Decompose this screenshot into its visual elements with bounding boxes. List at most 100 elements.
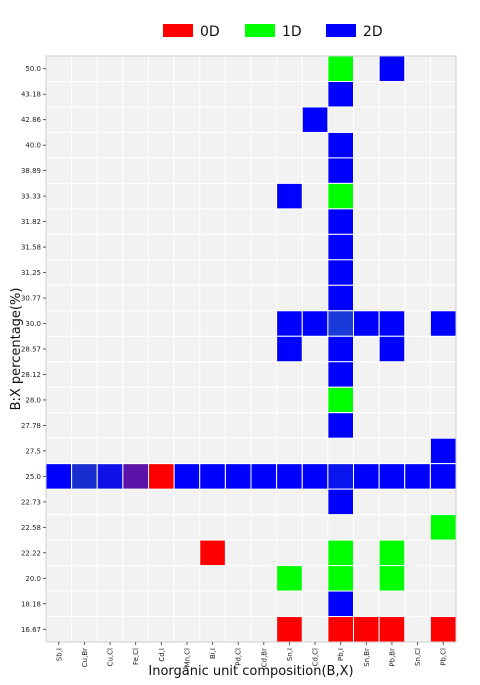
y-tick-labels: 50.0 43.18 42.86 40.0 38.89 33.33 31.82 31.58 31…: [21, 65, 46, 634]
y-tick-label: 31.25: [21, 269, 41, 277]
y-axis-label: B:X percentage(%): [9, 288, 24, 411]
heatmap-cell-pb-i-33-33: [327, 182, 354, 210]
x-tick-label: Cd,Br: [260, 648, 268, 667]
legend-swatch-2d: [326, 24, 356, 37]
legend: 0D 1D 2D: [163, 24, 383, 40]
heatmap-cell-pb-cl-30-0: [429, 310, 457, 337]
x-tick-label: Pb,Br: [388, 648, 396, 667]
x-tick-label: Pb,Cl: [440, 648, 448, 666]
heatmap-cell-pb-i-43-18: [327, 80, 354, 108]
x-tick-label: Mn,Cl: [183, 648, 191, 668]
heatmap-cell-pb-i-38-89: [327, 157, 354, 184]
heatmap-cell-pb-i-30-77: [327, 284, 354, 312]
heatmap-cell-pb-br-28-57: [378, 335, 406, 363]
heatmap-cell-sn-cl-25-0: [404, 463, 431, 490]
heatmap-cell-pb-i-40-0: [327, 131, 354, 159]
x-tick-label: Sn,I: [286, 648, 294, 661]
heatmap-cell-pb-cl-22-58: [429, 514, 457, 541]
heatmap-cell-cd-cl-42-86: [301, 106, 329, 133]
heatmap-cell-pb-i-16-67: [327, 616, 354, 643]
heatmap-cell-pb-br-25-0: [378, 463, 406, 490]
x-tick-labels: Sb,I Cu,Br Cu,Cl Fe,Cl Cd,I Mn,Cl Bi,I Pd,Cl Cd,…: [55, 642, 448, 668]
heatmap-cell-cd-br-25-0: [250, 463, 278, 490]
y-tick-label: 22.58: [21, 524, 41, 532]
heatmap-cell-cu-br-25-0: [71, 463, 98, 490]
x-tick-label: Sn,Cl: [414, 648, 422, 666]
y-tick-label: 28.57: [21, 346, 41, 354]
legend-label-1d: 1D: [282, 24, 302, 40]
heatmap-cell-pb-i-20-0: [327, 565, 354, 592]
heatmap-cell-pb-i-28-12: [327, 361, 354, 388]
y-tick-label: 31.58: [21, 244, 41, 252]
heatmap-cell-pb-br-30-0: [378, 310, 406, 337]
heatmap-cell-sn-br-30-0: [353, 310, 380, 337]
heatmap-cell-pb-i-27-78: [327, 412, 354, 439]
heatmap-cell-pb-i-28-57: [327, 335, 354, 363]
heatmap-cell-pb-br-20-0: [378, 565, 406, 592]
heatmap-cell-bi-i-22-22: [199, 539, 226, 567]
y-tick-label: 18.18: [21, 600, 41, 608]
x-tick-label: Cd,I: [158, 648, 166, 662]
heatmap-cell-mn-cl-25-0: [173, 463, 201, 490]
y-tick-label: 40.0: [25, 142, 41, 150]
heatmap-cell-pb-i-28-0: [327, 386, 354, 414]
heatmap-cell-fe-cl-25-0: [122, 463, 149, 490]
heatmap-cell-pb-cl-16-67: [429, 616, 457, 643]
x-tick-label: Pb,I: [337, 648, 345, 661]
y-tick-label: 50.0: [25, 65, 41, 73]
legend-label-0d: 0D: [200, 24, 220, 40]
heatmap-cell-sn-i-16-67: [276, 616, 303, 643]
heatmap-cell-pb-br-22-22: [378, 539, 406, 567]
heatmap-cell-sn-i-30-0: [276, 310, 303, 337]
heatmap-cell-pb-cl-27-5: [429, 437, 457, 465]
x-tick-label: Cd,Cl: [312, 648, 320, 666]
heatmap-cell-pb-i-50-0: [327, 55, 354, 82]
heatmap-cell-sn-br-25-0: [353, 463, 380, 490]
heatmap-cell-sb-i-25-0: [45, 463, 73, 490]
heatmap-cell-sn-br-16-67: [353, 616, 380, 643]
heatmap-cell-pb-i-22-73: [327, 488, 354, 516]
legend-swatch-1d: [245, 24, 275, 37]
heatmap-cell-pb-i-30-0: [327, 310, 354, 337]
x-tick-label: Fe,Cl: [132, 648, 140, 665]
y-tick-label: 20.0: [25, 575, 41, 583]
x-axis-label: Inorganic unit composition(B,X): [148, 664, 353, 679]
x-tick-label: Cu,Br: [81, 648, 89, 667]
heatmap-cell-sn-i-33-33: [276, 182, 303, 210]
x-tick-label: Cu,Cl: [107, 648, 115, 666]
y-tick-label: 43.18: [21, 91, 41, 99]
heatmap-cell-cd-cl-30-0: [301, 310, 329, 337]
y-tick-label: 22.73: [21, 498, 41, 506]
heatmap-cell-pd-cl-25-0: [224, 463, 252, 490]
heatmap-cell-sn-i-20-0: [276, 565, 303, 592]
x-tick-label: Pd,Cl: [235, 648, 243, 666]
y-tick-label: 38.89: [21, 167, 41, 175]
y-tick-label: 28.0: [25, 396, 41, 404]
y-tick-label: 27.5: [25, 447, 41, 455]
y-tick-label: 42.86: [21, 116, 42, 124]
heatmap-cell-pb-i-25-0: [327, 463, 354, 490]
heatmap-cell-pb-i-31-25: [327, 259, 354, 286]
heatmap-cell-cu-cl-25-0: [96, 463, 124, 490]
y-tick-label: 27.78: [21, 422, 41, 430]
heatmap-cell-pb-i-31-82: [327, 208, 354, 235]
x-tick-label: Sn,Br: [363, 648, 371, 667]
heatmap-cell-pb-cl-25-0: [429, 463, 457, 490]
heatmap-cell-sn-i-25-0: [276, 463, 303, 490]
y-tick-label: 31.82: [21, 218, 41, 226]
y-tick-label: 30.0: [25, 320, 41, 328]
heatmap-cell-pb-i-22-22: [327, 539, 354, 567]
heatmap-cell-sn-i-28-57: [276, 335, 303, 363]
x-tick-label: Bi,I: [209, 648, 217, 659]
legend-label-2d: 2D: [363, 24, 383, 40]
heatmap-cell-pb-br-16-67: [378, 616, 406, 643]
heatmap-cell-cd-i-25-0: [148, 463, 175, 490]
heatmap-cell-cd-cl-25-0: [301, 463, 329, 490]
y-tick-label: 33.33: [21, 193, 41, 201]
y-tick-label: 28.12: [21, 371, 41, 379]
y-tick-label: 30.77: [21, 295, 41, 303]
y-tick-label: 22.22: [21, 549, 41, 557]
heatmap-cell-pb-i-31-58: [327, 233, 354, 261]
heatmap-cell-pb-i-18-18: [327, 590, 354, 618]
